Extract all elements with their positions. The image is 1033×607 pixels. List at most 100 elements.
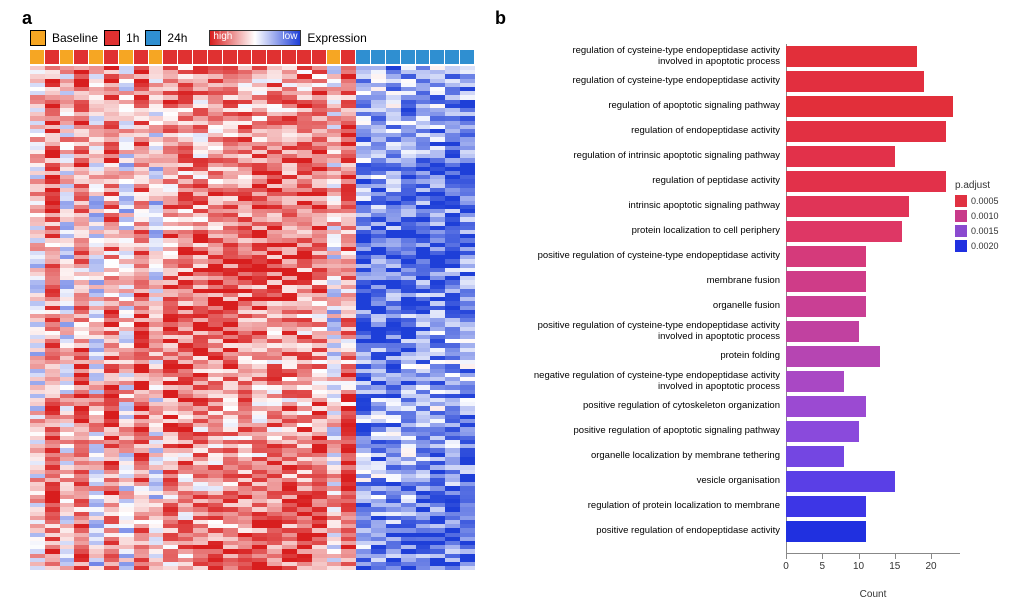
panel-a-legend: Baseline 1h 24h high low Expression: [30, 30, 475, 46]
bar-rect: [786, 46, 917, 67]
legend-label-baseline: Baseline: [52, 31, 98, 45]
bar-label: membrane fusion: [505, 276, 786, 286]
bar-rect: [786, 121, 946, 142]
figure: a b Baseline 1h 24h high low Expression …: [0, 0, 1033, 607]
bar-label: regulation of endopeptidase activity: [505, 126, 786, 136]
bar-rect: [786, 196, 909, 217]
padjust-value: 0.0015: [971, 226, 999, 236]
track-cell: [238, 50, 253, 64]
panel-a-heatmap: Baseline 1h 24h high low Expression: [30, 30, 475, 590]
bar-label: regulation of apoptotic signaling pathwa…: [505, 101, 786, 111]
bar-row: intrinsic apoptotic signaling pathway: [505, 194, 1015, 219]
track-cell: [30, 50, 45, 64]
track-cell: [312, 50, 327, 64]
bar-row: membrane fusion: [505, 269, 1015, 294]
track-cell: [297, 50, 312, 64]
track-cell: [460, 50, 475, 64]
bar-label: organelle fusion: [505, 301, 786, 311]
bar-label: positive regulation of cysteine-type end…: [505, 321, 786, 342]
bar-rect: [786, 246, 866, 267]
swatch-24h: [145, 30, 161, 46]
bar-rect: [786, 146, 895, 167]
bar-label: intrinsic apoptotic signaling pathway: [505, 201, 786, 211]
bar-label: regulation of peptidase activity: [505, 176, 786, 186]
swatch-baseline: [30, 30, 46, 46]
bar-label: positive regulation of apoptotic signali…: [505, 426, 786, 436]
track-cell: [356, 50, 371, 64]
bar-label: positive regulation of cysteine-type end…: [505, 251, 786, 261]
track-cell: [341, 50, 356, 64]
padjust-row: 0.0020: [955, 240, 1015, 252]
panel-b-barchart: regulation of cysteine-type endopeptidas…: [505, 30, 1015, 590]
bar-label: positive regulation of cytoskeleton orga…: [505, 401, 786, 411]
bars-area: regulation of cysteine-type endopeptidas…: [505, 44, 1015, 564]
bar-row: regulation of apoptotic signaling pathwa…: [505, 94, 1015, 119]
track-cell: [178, 50, 193, 64]
bar-row: protein localization to cell periphery: [505, 219, 1015, 244]
column-group-track: [30, 50, 475, 64]
x-tick-label: 10: [853, 561, 864, 572]
grad-low-label: low: [279, 31, 300, 42]
bar-row: negative regulation of cysteine-type end…: [505, 369, 1015, 394]
bar-row: positive regulation of apoptotic signali…: [505, 419, 1015, 444]
bar-label: organelle localization by membrane tethe…: [505, 451, 786, 461]
bar-label: protein folding: [505, 351, 786, 361]
bar-rect: [786, 371, 844, 392]
bar-row: vesicle organisation: [505, 469, 1015, 494]
bar-label: protein localization to cell periphery: [505, 226, 786, 236]
track-cell: [416, 50, 431, 64]
bar-rect: [786, 446, 844, 467]
track-cell: [282, 50, 297, 64]
padjust-swatch: [955, 240, 967, 252]
track-cell: [208, 50, 223, 64]
track-cell: [89, 50, 104, 64]
bar-rect: [786, 271, 866, 292]
track-cell: [193, 50, 208, 64]
track-cell: [401, 50, 416, 64]
bar-rect: [786, 171, 946, 192]
bar-row: positive regulation of cytoskeleton orga…: [505, 394, 1015, 419]
x-axis-title: Count: [860, 589, 887, 600]
track-cell: [163, 50, 178, 64]
bar-label: negative regulation of cysteine-type end…: [505, 371, 786, 392]
track-cell: [149, 50, 164, 64]
padjust-row: 0.0015: [955, 225, 1015, 237]
bar-row: positive regulation of cysteine-type end…: [505, 319, 1015, 344]
bar-row: regulation of peptidase activity: [505, 169, 1015, 194]
bar-label: regulation of protein localization to me…: [505, 501, 786, 511]
padjust-title: p.adjust: [955, 180, 1015, 191]
bar-rect: [786, 346, 880, 367]
heatmap-matrix: [30, 66, 475, 571]
bar-row: regulation of cysteine-type endopeptidas…: [505, 44, 1015, 69]
expression-label: Expression: [307, 31, 366, 45]
padjust-swatch: [955, 210, 967, 222]
bar-row: regulation of protein localization to me…: [505, 494, 1015, 519]
bar-rect: [786, 296, 866, 317]
track-cell: [430, 50, 445, 64]
bar-row: organelle localization by membrane tethe…: [505, 444, 1015, 469]
padjust-legend: p.adjust 0.0005 0.0010 0.0015 0.0020: [955, 180, 1015, 255]
bar-rect: [786, 521, 866, 542]
track-cell: [223, 50, 238, 64]
bar-label: regulation of cysteine-type endopeptidas…: [505, 76, 786, 86]
swatch-1h: [104, 30, 120, 46]
padjust-value: 0.0010: [971, 211, 999, 221]
x-tick-label: 15: [889, 561, 900, 572]
track-cell: [45, 50, 60, 64]
bar-row: regulation of intrinsic apoptotic signal…: [505, 144, 1015, 169]
bar-row: regulation of endopeptidase activity: [505, 119, 1015, 144]
padjust-value: 0.0005: [971, 196, 999, 206]
track-cell: [327, 50, 342, 64]
x-tick-label: 20: [925, 561, 936, 572]
panel-b-label: b: [495, 8, 506, 29]
track-cell: [134, 50, 149, 64]
padjust-swatch: [955, 195, 967, 207]
bar-row: positive regulation of cysteine-type end…: [505, 244, 1015, 269]
panel-a-label: a: [22, 8, 32, 29]
track-cell: [371, 50, 386, 64]
x-axis: Count 05101520: [786, 553, 960, 584]
padjust-row: 0.0005: [955, 195, 1015, 207]
bar-rect: [786, 96, 953, 117]
track-cell: [252, 50, 267, 64]
bar-row: protein folding: [505, 344, 1015, 369]
